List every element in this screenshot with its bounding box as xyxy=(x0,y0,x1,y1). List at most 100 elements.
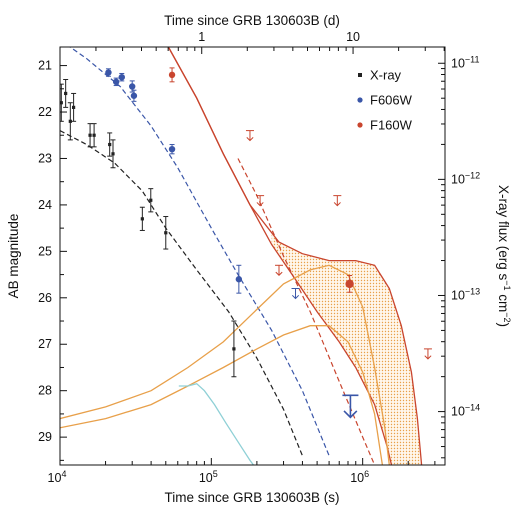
legend: X-ray F606W F160W xyxy=(357,68,413,133)
y-tick-label-left: 24 xyxy=(38,198,52,212)
limit-arrowhead xyxy=(424,355,432,360)
data-point-f160w xyxy=(168,67,176,83)
data-point-x-ray xyxy=(87,123,93,148)
x-tick-label-exp: 5 xyxy=(213,469,218,479)
y-tick-label-left: 26 xyxy=(38,291,52,305)
legend-marker xyxy=(358,73,362,77)
x-axis-title-bottom: Time since GRB 130603B (s) xyxy=(164,490,339,505)
upper-limit-f160w xyxy=(245,130,254,142)
data-point-x-ray xyxy=(91,123,97,148)
x-tick-label-exp: 6 xyxy=(364,469,369,479)
y-tick-label-left: 22 xyxy=(38,105,52,119)
y-tick-label-base: 10 xyxy=(451,56,465,70)
y-tick-label-left: 25 xyxy=(38,244,52,258)
y-tick-label-base: 10 xyxy=(451,172,465,186)
y-tick-label-right: 10−11 xyxy=(451,54,480,70)
y-axis-title-right-prefix: X-ray flux (erg s xyxy=(496,185,511,281)
legend-label: F160W xyxy=(370,118,413,133)
y-tick-label-right: 10−12 xyxy=(451,170,480,186)
plot-area xyxy=(60,47,432,465)
model-line-xray_model_dash xyxy=(60,130,303,456)
y-tick-label-exp: −11 xyxy=(465,54,480,64)
legend-marker xyxy=(357,97,363,103)
upper-limit-f606w xyxy=(291,288,300,300)
marker-circle xyxy=(168,71,176,79)
x-tick-label-top: 10 xyxy=(346,30,360,44)
data-point-f606w xyxy=(118,72,125,82)
model-line-f160w_afterglow_lower xyxy=(167,47,393,465)
y-axis-title-right-suffix: ) xyxy=(496,323,511,328)
x-tick-label-base: 10 xyxy=(199,471,213,485)
marker-circle xyxy=(112,78,120,86)
y-tick-label-exp: −14 xyxy=(465,403,480,413)
data-point-x-ray xyxy=(107,132,113,157)
model-line-cyan_model xyxy=(178,382,255,465)
x-axis-title-top: Time since GRB 130603B (d) xyxy=(164,13,340,28)
y-tick-label-left: 27 xyxy=(38,337,52,351)
data-point-x-ray xyxy=(67,102,73,141)
data-point-f606w xyxy=(105,68,112,77)
legend-label: X-ray xyxy=(370,68,402,83)
data-point-x-ray xyxy=(139,206,145,231)
marker-circle xyxy=(168,145,176,153)
model-line-f606w_model_dash xyxy=(68,47,330,456)
marker-circle xyxy=(105,69,112,76)
x-tick-label-bottom: 104 xyxy=(48,469,67,485)
legend-item-f606w: F606W xyxy=(357,93,413,108)
y-tick-label-base: 10 xyxy=(451,405,465,419)
upper-limit-f160w xyxy=(423,348,432,360)
plot-frame xyxy=(59,46,446,466)
model-line-kilonova_lower xyxy=(60,325,384,465)
data-point-x-ray xyxy=(63,79,69,108)
data-point-f160w xyxy=(345,275,354,293)
marker-square xyxy=(149,198,153,202)
data-point-f606w xyxy=(112,77,120,87)
data-point-x-ray xyxy=(231,320,237,378)
upper-limit-f606w xyxy=(342,394,359,419)
y-tick-label-exp: −12 xyxy=(465,170,480,180)
limit-arrowhead xyxy=(343,410,358,419)
limit-arrowhead xyxy=(333,202,341,207)
x-tick-label-bottom: 105 xyxy=(199,469,218,485)
data-point-x-ray xyxy=(110,139,116,169)
y-tick-label-exp: −13 xyxy=(465,286,480,296)
limit-arrowhead xyxy=(291,294,300,300)
data-point-x-ray xyxy=(71,92,77,122)
legend-item-f160w: F160W xyxy=(357,118,413,133)
y-tick-label-left: 21 xyxy=(38,59,52,73)
model-line-kilonova_upper xyxy=(60,264,390,465)
marker-circle xyxy=(129,83,136,90)
x-tick-label-base: 10 xyxy=(350,471,364,485)
legend-item-x-ray: X-ray xyxy=(358,68,402,83)
x-tick-label-top: 1 xyxy=(198,30,205,44)
data-point-f606w xyxy=(235,264,243,294)
marker-square xyxy=(164,231,168,235)
marker-circle xyxy=(130,92,138,99)
data-point-x-ray xyxy=(148,188,154,213)
y-axis-title-right-sup2: −2 xyxy=(502,312,512,322)
data-point-f606w xyxy=(130,89,138,102)
y-tick-label-base: 10 xyxy=(451,288,465,302)
marker-square xyxy=(60,101,63,105)
y-tick-label-left: 23 xyxy=(38,151,52,165)
y-axis-title-right: X-ray flux (erg s−1 cm−2) xyxy=(496,185,512,327)
y-axis-title-left: AB magnitude xyxy=(6,214,21,299)
marker-square xyxy=(108,142,112,147)
y-tick-label-left: 28 xyxy=(38,384,52,398)
marker-circle xyxy=(118,73,125,81)
data-point-x-ray xyxy=(163,216,169,250)
marker-circle xyxy=(235,276,243,283)
x-tick-label-exp: 4 xyxy=(61,469,66,479)
upper-limit-f160w xyxy=(333,195,342,207)
marker-square xyxy=(88,133,92,137)
y-tick-label-left: 29 xyxy=(38,430,52,444)
y-axis-title-right-sup1: −1 xyxy=(502,280,512,290)
data-point-f606w xyxy=(168,144,176,155)
shaded-region xyxy=(271,232,422,465)
x-tick-label-bottom: 106 xyxy=(350,469,369,485)
x-tick-label-base: 10 xyxy=(48,471,62,485)
marker-square xyxy=(111,152,115,156)
y-tick-label-right: 10−13 xyxy=(451,286,480,302)
